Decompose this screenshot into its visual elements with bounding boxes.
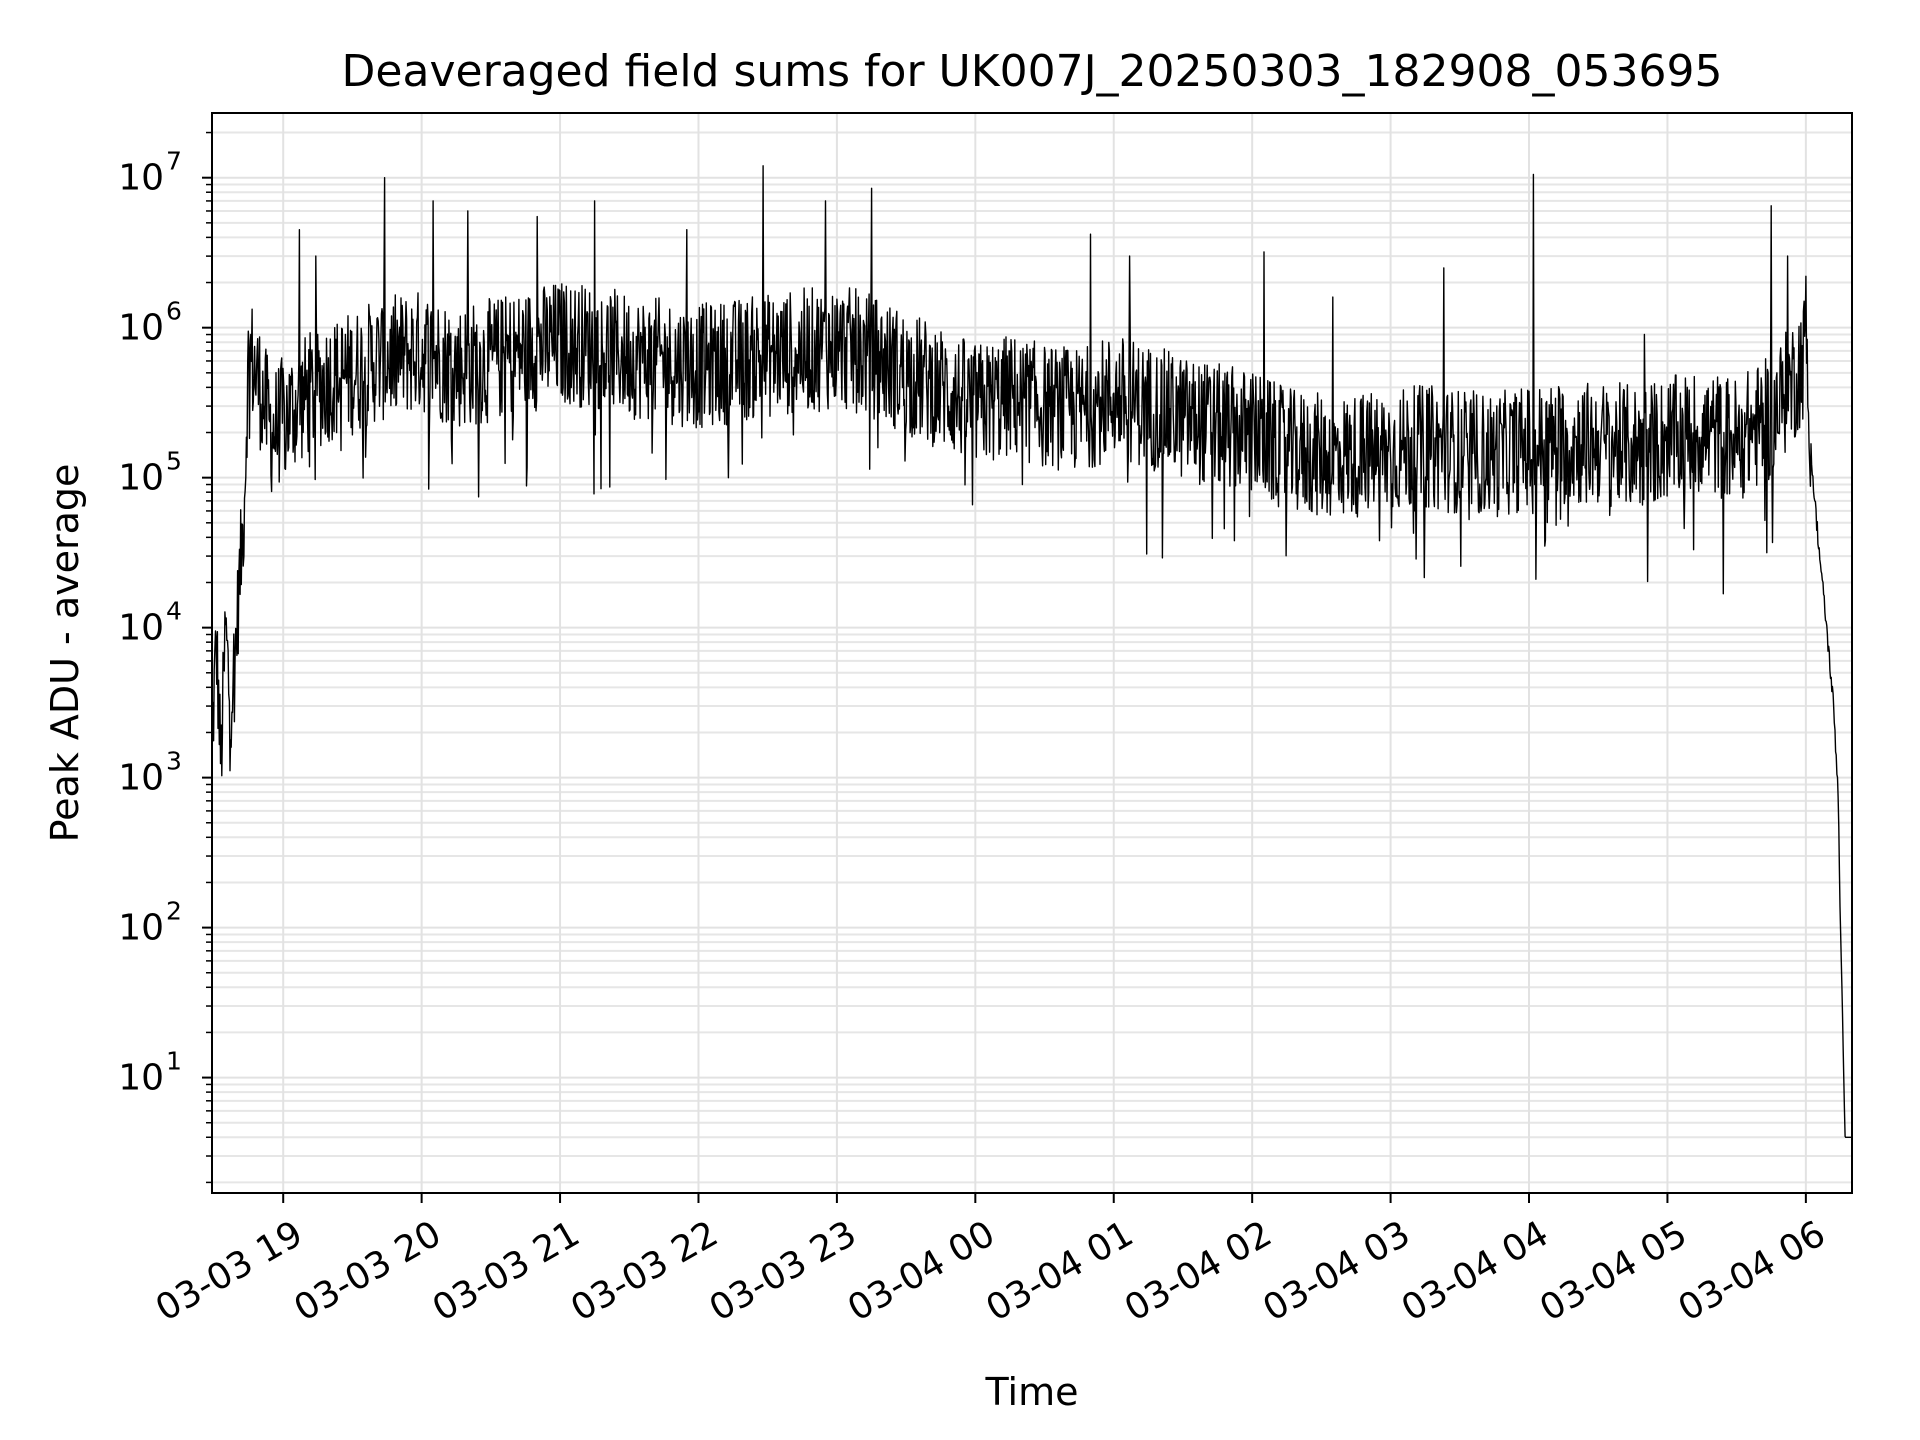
x-tick-label: 03-03 22 xyxy=(564,1213,725,1329)
y-tick-label: 10 xyxy=(118,158,164,199)
x-tick-label: 03-03 23 xyxy=(703,1213,864,1329)
x-tick-label: 03-04 01 xyxy=(980,1213,1141,1329)
series-line xyxy=(211,165,1853,1138)
y-tick-exponent: 3 xyxy=(166,747,182,776)
y-axis-label: Peak ADU - average xyxy=(43,464,87,843)
x-tick-label: 03-03 19 xyxy=(149,1213,310,1329)
x-tick-label: 03-04 00 xyxy=(841,1213,1002,1329)
x-tick-label: 03-03 21 xyxy=(426,1213,587,1329)
y-tick-label: 10 xyxy=(118,458,164,499)
y-tick-exponent: 6 xyxy=(166,297,182,326)
y-tick-exponent: 4 xyxy=(166,597,182,626)
y-tick-exponent: 2 xyxy=(166,897,182,926)
chart-title: Deaveraged field sums for UK007J_2025030… xyxy=(342,46,1723,97)
y-tick-label: 10 xyxy=(118,308,164,349)
y-tick-exponent: 5 xyxy=(166,447,182,476)
x-tick-label: 03-04 02 xyxy=(1118,1213,1279,1329)
plot-area xyxy=(211,112,1853,1194)
x-axis-label: Time xyxy=(985,1370,1079,1414)
x-tick-label: 03-04 03 xyxy=(1256,1213,1417,1329)
y-tick-label: 10 xyxy=(118,758,164,799)
y-tick-label: 10 xyxy=(118,908,164,949)
y-tick-label: 10 xyxy=(118,608,164,649)
x-tick-label: 03-04 06 xyxy=(1672,1213,1833,1329)
x-tick-label: 03-03 20 xyxy=(287,1213,448,1329)
data-series xyxy=(211,165,1853,1138)
y-tick-exponent: 1 xyxy=(166,1047,182,1076)
grid xyxy=(212,113,1852,1193)
x-tick-label: 03-04 04 xyxy=(1395,1213,1556,1329)
y-tick-label: 10 xyxy=(118,1058,164,1099)
y-tick-exponent: 7 xyxy=(166,147,182,176)
x-tick-label: 03-04 05 xyxy=(1533,1213,1694,1329)
